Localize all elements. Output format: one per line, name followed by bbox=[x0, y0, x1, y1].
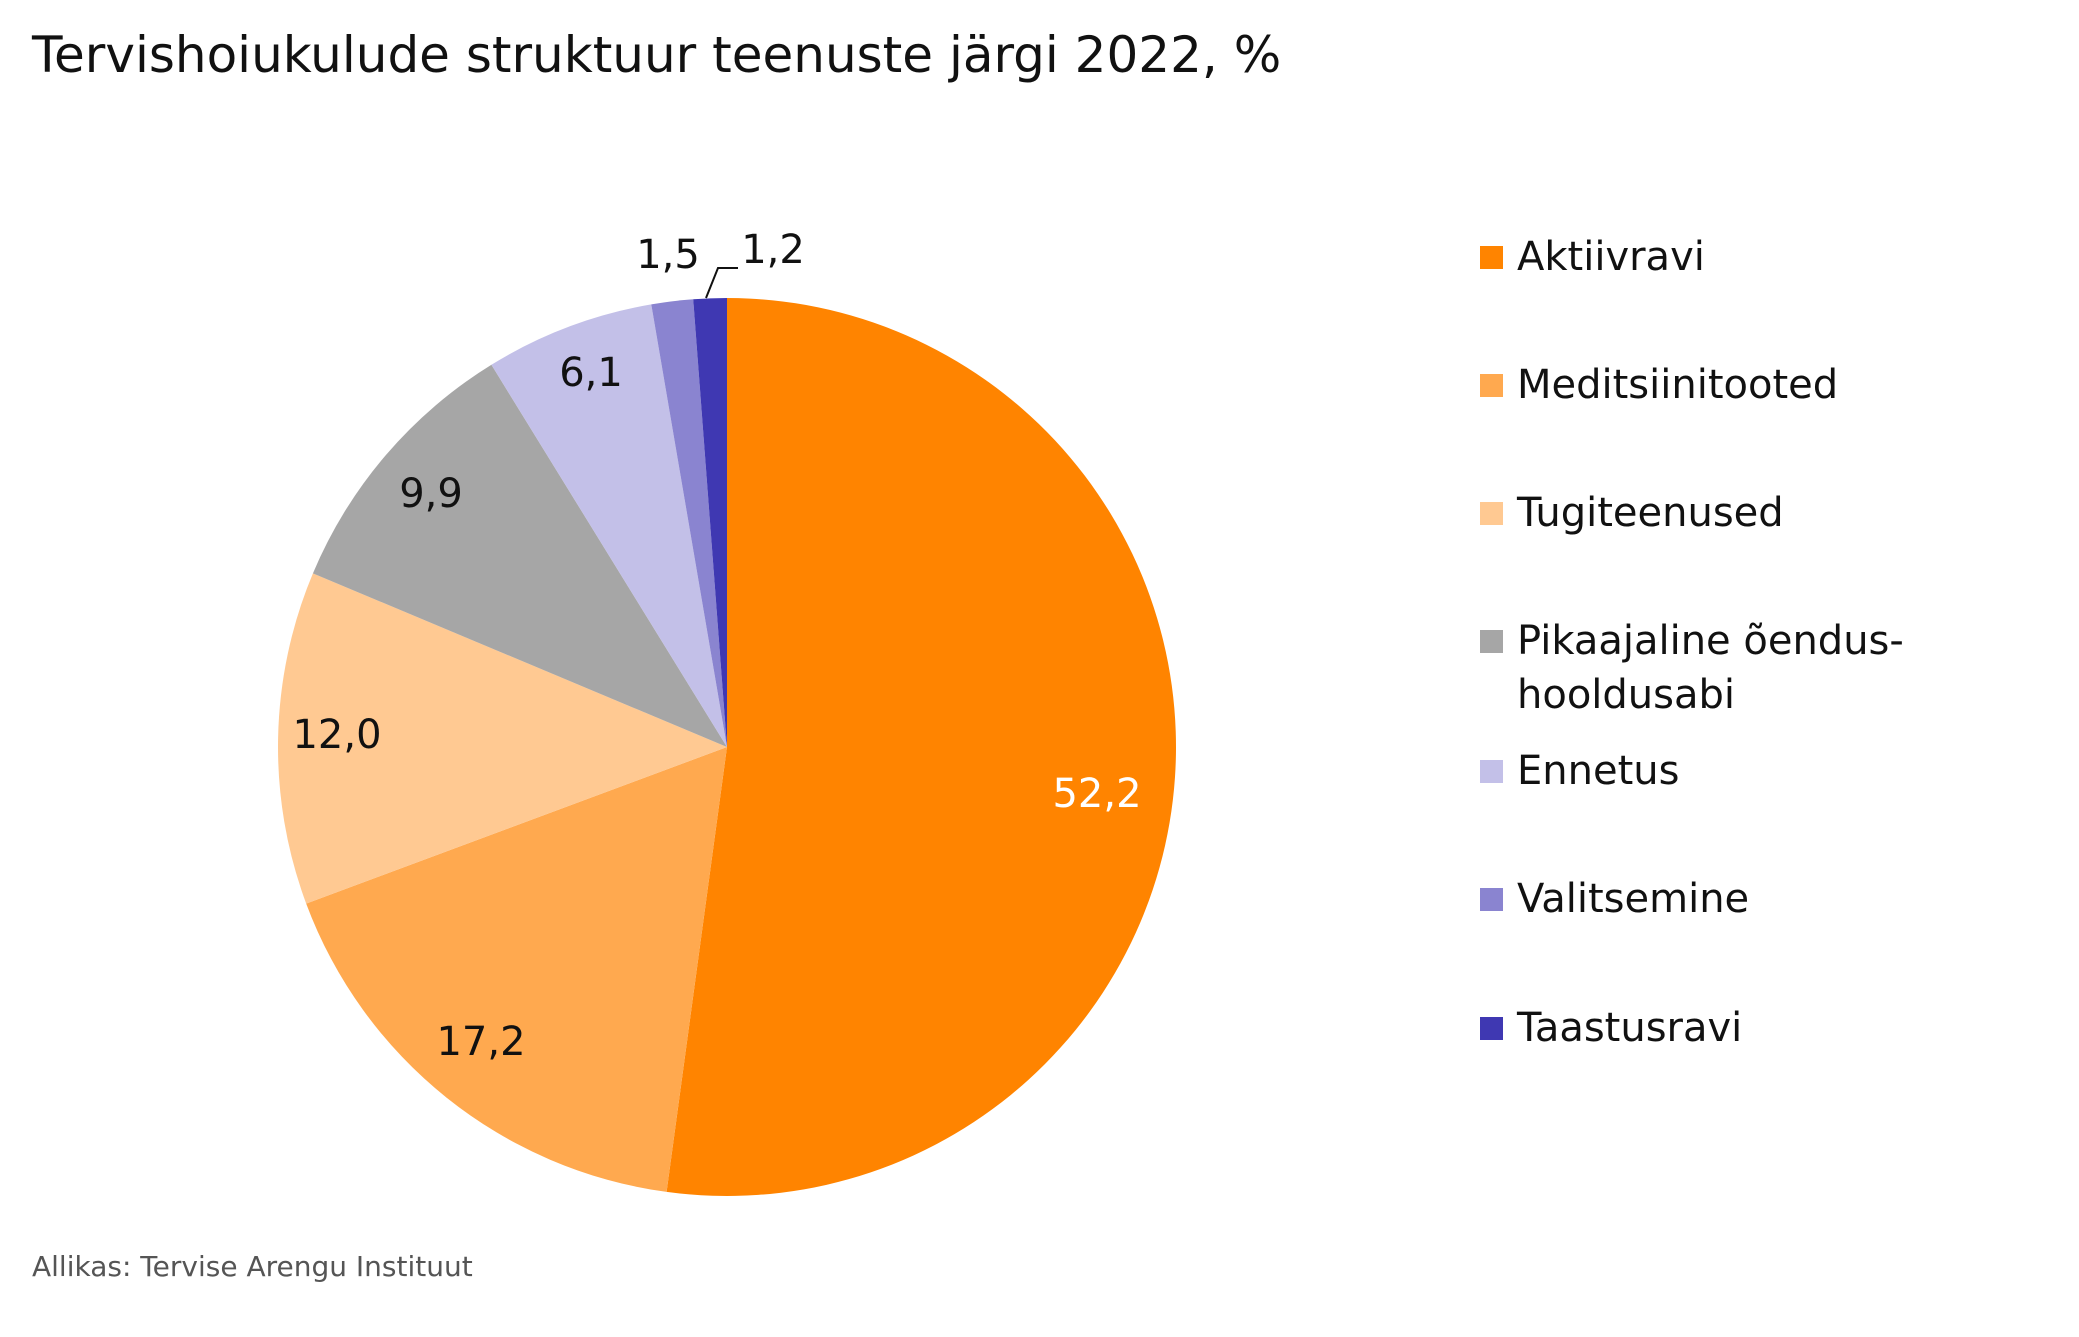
data-label-5: 1,5 bbox=[636, 232, 700, 278]
legend-swatch bbox=[1480, 1017, 1503, 1040]
legend-item: Taastusravi bbox=[1480, 1001, 1742, 1055]
legend-swatch bbox=[1480, 374, 1503, 397]
legend-item: Meditsiinitooted bbox=[1480, 358, 1838, 412]
legend-swatch bbox=[1480, 502, 1503, 525]
data-label-6: 1,2 bbox=[741, 227, 805, 273]
legend-item: Valitsemine bbox=[1480, 872, 1749, 926]
legend-item: Pikaajaline õendus-hooldusabi bbox=[1480, 614, 1904, 722]
pie-slice-1 bbox=[306, 747, 727, 1192]
pie-slice-0 bbox=[666, 298, 1177, 1196]
legend-swatch bbox=[1480, 888, 1503, 911]
legend-label: Tugiteenused bbox=[1517, 490, 1784, 536]
legend-label: Meditsiinitooted bbox=[1517, 362, 1839, 408]
pie-slice-3 bbox=[312, 364, 727, 747]
legend-label: Taastusravi bbox=[1517, 1005, 1743, 1051]
legend-item: Aktiivravi bbox=[1480, 230, 1705, 284]
chart-title: Tervishoiukulude struktuur teenuste järg… bbox=[32, 26, 1282, 84]
data-label-4: 6,1 bbox=[559, 350, 623, 396]
pie-slice-2 bbox=[278, 573, 727, 904]
data-label-1: 17,2 bbox=[436, 1019, 525, 1065]
pie-slice-6 bbox=[693, 298, 727, 747]
source-note: Allikas: Tervise Arengu Instituut bbox=[32, 1250, 473, 1283]
legend-label: Aktiivravi bbox=[1517, 234, 1705, 280]
pie-slice-4 bbox=[491, 304, 727, 747]
legend-swatch bbox=[1480, 246, 1503, 269]
legend-label: Ennetus bbox=[1517, 748, 1680, 794]
data-label-3: 9,9 bbox=[399, 471, 463, 517]
legend-swatch bbox=[1480, 760, 1503, 783]
legend-label: Valitsemine bbox=[1517, 876, 1750, 922]
data-label-2: 12,0 bbox=[292, 712, 381, 758]
legend-item: Tugiteenused bbox=[1480, 486, 1784, 540]
legend-item: Ennetus bbox=[1480, 744, 1679, 798]
pie-slice-5 bbox=[651, 299, 727, 747]
legend-swatch bbox=[1480, 630, 1503, 653]
leader-line bbox=[705, 267, 738, 299]
legend-label: Pikaajaline õendus-hooldusabi bbox=[1517, 618, 1904, 718]
data-label-0: 52,2 bbox=[1052, 771, 1141, 817]
